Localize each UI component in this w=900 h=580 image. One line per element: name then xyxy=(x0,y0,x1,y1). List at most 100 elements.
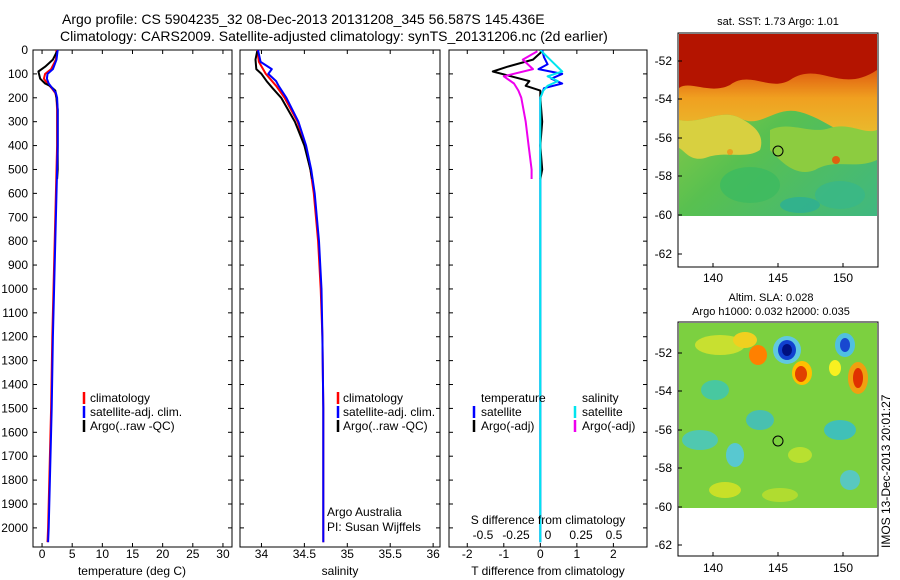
difference-plot-frame xyxy=(448,49,648,548)
x-tick-label: 34 xyxy=(255,547,269,561)
x-tick-label: 30 xyxy=(216,547,230,561)
y-tick-label: -54 xyxy=(655,384,673,398)
salinity-xlabel: salinity xyxy=(322,564,359,578)
x-tick-label: 140 xyxy=(703,561,723,575)
y-tick-label: -56 xyxy=(655,131,673,145)
salinity-legend: climatology satellite-adj. clim. Argo(..… xyxy=(336,391,435,433)
sst-argo-marker xyxy=(772,145,784,157)
x-tick-label: 34.5 xyxy=(293,547,317,561)
depth-tick-label: 1700 xyxy=(1,449,28,463)
x-tick-label: 35 xyxy=(341,547,355,561)
y-tick-label: -62 xyxy=(655,247,673,261)
legend-label-satellite: satellite-adj. clim. xyxy=(90,405,182,419)
depth-tick-label: 1500 xyxy=(1,401,28,415)
annotation-argo-australia: Argo Australia xyxy=(327,505,402,519)
x-tick-label: 20 xyxy=(156,547,170,561)
series-line-salinity-argo-adj- xyxy=(502,50,538,179)
legend-label-satellite: satellite-adj. clim. xyxy=(343,405,435,419)
difference-x-axis: -2 -1 0 1 2 xyxy=(462,50,617,561)
x-tick-label: 145 xyxy=(768,561,788,575)
y-tick-label: -60 xyxy=(655,208,673,222)
legend-label-t-satellite: satellite xyxy=(481,405,522,419)
sla-map-title-1: Altim. SLA: 0.028 xyxy=(729,292,814,304)
difference-lines xyxy=(491,50,564,543)
imos-timestamp: IMOS 13-Dec-2013 20:01:27 xyxy=(879,394,893,548)
difference-x2label: S difference from climatology xyxy=(471,513,626,527)
x2-tick-label: -0.5 xyxy=(473,528,494,542)
salinity-x-axis: 34 34.5 35 35.5 36 xyxy=(255,50,440,561)
depth-tick-label: 1600 xyxy=(1,425,28,439)
difference-x2-ticks: -0.5 -0.25 0 0.25 0.5 xyxy=(473,528,623,542)
x-tick-label: 25 xyxy=(186,547,200,561)
y-tick-label: -60 xyxy=(655,500,673,514)
depth-tick-label: 200 xyxy=(8,91,28,105)
x-tick-label: 150 xyxy=(833,271,853,285)
depth-tick-label: 1100 xyxy=(2,306,28,320)
x-tick-label: 5 xyxy=(69,547,76,561)
series-line-satellite-adj-clim- xyxy=(257,50,325,543)
difference-panel: -2 -1 0 1 2 T difference from climatology S … xyxy=(448,49,648,578)
depth-tick-label: 500 xyxy=(8,162,28,176)
depth-axis: 0 100 200 300 400 500 600 700 800 900 1000 1100 1200… xyxy=(1,43,232,535)
sst-map-title: sat. SST: 1.73 Argo: 1.01 xyxy=(717,16,839,28)
temperature-lines xyxy=(37,50,59,543)
sst-x-ticks: 140 145 150 xyxy=(703,263,853,285)
header-line-1: Argo profile: CS 5904235_32 08-Dec-2013 … xyxy=(62,11,545,27)
depth-tick-label: 1800 xyxy=(1,473,28,487)
x2-tick-label: 0.25 xyxy=(569,528,593,542)
sla-y-ticks: -52 -54 -56 -58 -60 -62 xyxy=(655,346,682,552)
depth-tick-label: 900 xyxy=(8,258,28,272)
series-line-salinity-satellite xyxy=(539,50,564,543)
salinity-depth-ticks xyxy=(240,49,440,529)
temperature-plot-frame xyxy=(32,49,233,548)
x2-tick-label: 0 xyxy=(545,528,552,542)
x-tick-label: 145 xyxy=(768,271,788,285)
legend-label-climatology: climatology xyxy=(343,391,403,405)
legend-label-s-satellite: satellite xyxy=(582,405,623,419)
depth-tick-label: 100 xyxy=(8,67,28,81)
header-line-2: Climatology: CARS2009. Satellite-adjuste… xyxy=(60,28,608,44)
salinity-plot-frame xyxy=(239,49,441,548)
sst-map: sat. SST: 1.73 Argo: 1.01 -52 -54 -56 -5… xyxy=(655,16,879,285)
legend-label-argo: Argo(..raw -QC) xyxy=(90,419,175,433)
depth-tick-label: 0 xyxy=(21,43,28,57)
x2-tick-label: 0.5 xyxy=(606,528,623,542)
depth-tick-label: 1400 xyxy=(1,378,28,392)
sst-y-ticks: -52 -54 -56 -58 -60 -62 xyxy=(655,54,682,261)
y-tick-label: -54 xyxy=(655,92,673,106)
y-tick-label: -52 xyxy=(655,54,673,68)
x-tick-label: 35.5 xyxy=(379,547,403,561)
x-tick-label: -2 xyxy=(462,547,473,561)
temperature-x-axis: 0 5 10 15 20 25 30 xyxy=(39,50,230,561)
x-tick-label: 0 xyxy=(39,547,46,561)
x-tick-label: 2 xyxy=(610,547,617,561)
y-tick-label: -62 xyxy=(655,538,673,552)
sla-map-title-2: Argo h1000: 0.032 h2000: 0.035 xyxy=(692,306,850,318)
depth-tick-label: 800 xyxy=(8,234,28,248)
sla-field xyxy=(679,323,877,508)
salinity-panel: 34 34.5 35 35.5 36 salinity climatology sate… xyxy=(239,49,441,578)
x-tick-label: 15 xyxy=(126,547,140,561)
salinity-lines xyxy=(254,50,325,543)
sla-map: Altim. SLA: 0.028 Argo h1000: 0.032 h200… xyxy=(655,292,879,575)
x-tick-label: 36 xyxy=(426,547,440,561)
depth-tick-label: 700 xyxy=(8,210,28,224)
legend-label-argo: Argo(..raw -QC) xyxy=(343,419,428,433)
depth-tick-label: 1300 xyxy=(1,354,28,368)
series-line-satellite-adj-clim- xyxy=(45,50,59,543)
x-tick-label: -1 xyxy=(498,547,509,561)
x-tick-label: 140 xyxy=(703,271,723,285)
legend-label-s-argo: Argo(-adj) xyxy=(582,419,635,433)
temperature-panel: 0100200300400500600700800900100011001200… xyxy=(1,43,233,578)
sla-x-ticks: 140 145 150 xyxy=(703,552,853,575)
legend-label-climatology: climatology xyxy=(90,391,150,405)
x-tick-label: 0 xyxy=(537,547,544,561)
y-tick-label: -58 xyxy=(655,169,673,183)
legend-label-t-argo: Argo(-adj) xyxy=(481,419,534,433)
x-tick-label: 150 xyxy=(833,561,853,575)
sla-argo-marker xyxy=(772,435,784,447)
depth-tick-label: 300 xyxy=(8,115,28,129)
y-tick-label: -56 xyxy=(655,423,673,437)
depth-tick-label: 600 xyxy=(8,186,28,200)
